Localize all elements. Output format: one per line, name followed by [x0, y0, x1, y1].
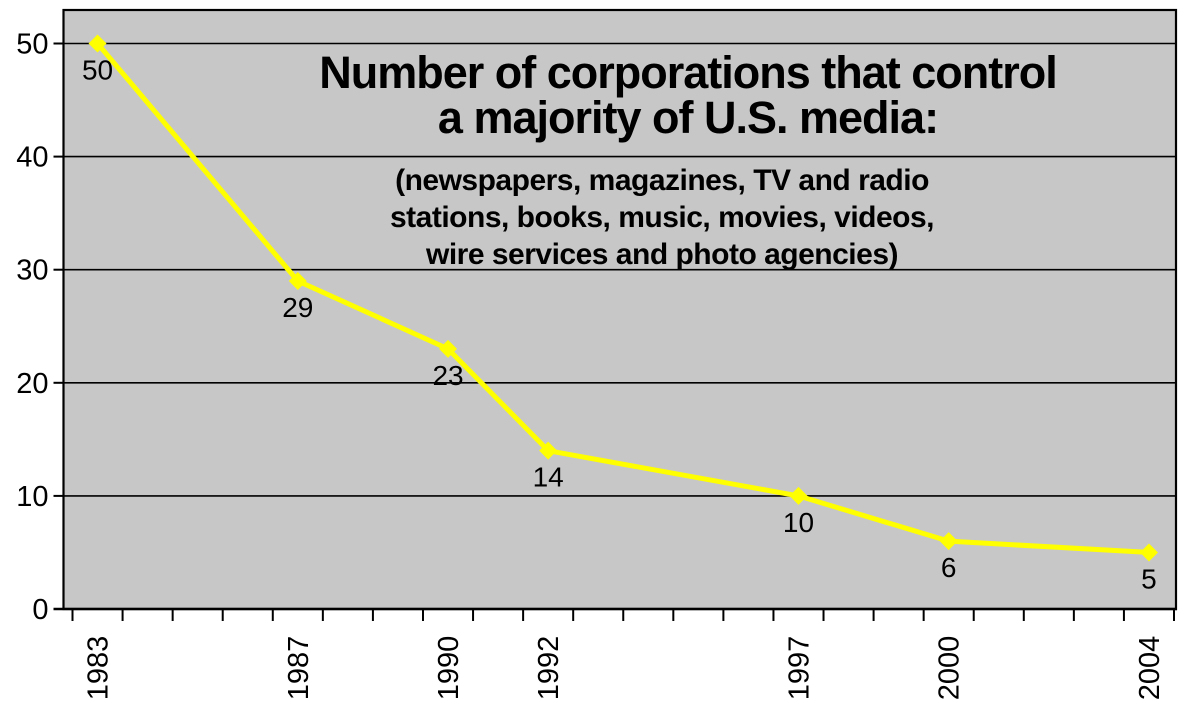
data-point-marker [539, 441, 558, 460]
y-axis-tick-label: 10 [16, 481, 48, 513]
y-axis-tick-label: 20 [16, 368, 48, 400]
data-point-marker [288, 272, 307, 291]
x-axis-tick-label: 2004 [1134, 636, 1166, 701]
data-point-label: 23 [432, 360, 463, 391]
x-axis-tick-label: 1987 [283, 636, 315, 701]
y-axis-tick-label: 0 [32, 594, 48, 626]
x-axis-tick-label: 2000 [934, 636, 966, 701]
x-axis-tick-label: 1997 [783, 636, 815, 701]
data-point-marker [1139, 543, 1158, 562]
chart-subtitle-line3: wire services and photo agencies) [425, 238, 899, 271]
y-axis-tick-label: 50 [16, 29, 48, 61]
chart-title-line2: a majority of U.S. media: [437, 92, 939, 143]
y-axis-tick-label: 30 [16, 255, 48, 287]
chart-subtitle: (newspapers, magazines, TV and radio sta… [389, 162, 935, 273]
chart-title-line1: Number of corporations that control [319, 47, 1058, 98]
data-point-label: 14 [533, 462, 564, 493]
data-point-marker [939, 532, 958, 551]
x-axis-tick-label: 1983 [83, 636, 115, 701]
plot-area [63, 10, 1176, 609]
data-point-label: 6 [941, 552, 957, 583]
data-point-label: 50 [82, 55, 113, 86]
data-point-label: 10 [783, 507, 814, 538]
data-point-label: 29 [282, 292, 313, 323]
x-axis-tick-label: 1992 [533, 636, 565, 701]
data-point-marker [789, 486, 808, 505]
chart-subtitle-line2: stations, books, music, movies, videos, [389, 201, 935, 234]
y-axis-tick-label: 40 [16, 142, 48, 174]
data-point-marker [439, 339, 458, 358]
chart-subtitle-line1: (newspapers, magazines, TV and radio [395, 164, 929, 197]
chart-title: Number of corporations that control a ma… [319, 47, 1058, 143]
data-point-label: 5 [1141, 563, 1157, 594]
x-axis-tick-label: 1990 [433, 636, 465, 701]
data-point-marker [88, 34, 107, 53]
